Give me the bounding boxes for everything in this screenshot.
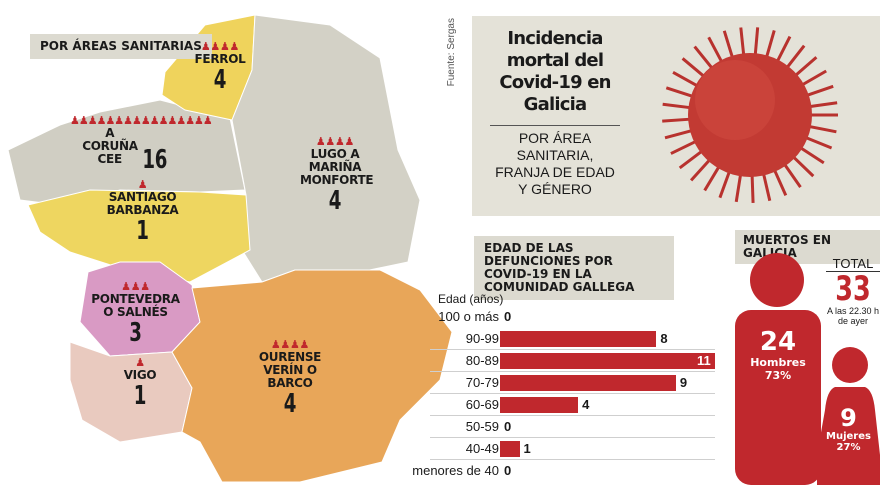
virus-spike — [662, 117, 691, 123]
chart-title: EDAD DE LAS DEFUNCIONES POR COVID-19 EN … — [474, 236, 674, 300]
category-label: 50-59 — [465, 419, 499, 434]
virus-spike — [806, 84, 834, 97]
virus-spike — [792, 155, 815, 178]
area-label-coruna: ♟♟♟♟♟♟♟♟♟♟♟♟♟♟♟♟ A CORUÑA CEE 16 — [70, 114, 213, 175]
virus-spike — [799, 146, 825, 165]
bar — [500, 331, 657, 347]
virus-icon — [662, 27, 838, 203]
category-label: menores de 40 — [412, 463, 499, 478]
virus-spike — [664, 129, 693, 140]
virus-spike — [707, 36, 724, 63]
virus-spike — [775, 35, 792, 63]
map-title: POR ÁREAS SANITARIAS — [30, 34, 212, 59]
subtitle: POR ÁREA SANITARIA, FRANJA DE EDAD Y GÉN… — [490, 125, 620, 198]
woman-head — [832, 347, 868, 383]
person-icons: ♟♟♟♟ — [315, 135, 355, 148]
area-ourense — [171, 269, 453, 483]
category-label: 40-49 — [465, 441, 499, 456]
source-note: Fuente: Sergas — [446, 18, 457, 87]
virus-spike — [753, 27, 760, 56]
virus-spike — [783, 163, 802, 188]
value-label: 8 — [660, 331, 668, 346]
virus-spike — [670, 139, 697, 155]
value-label: 4 — [582, 397, 590, 412]
area-label-pontevedra: ♟♟♟ PONTEVEDRA O SALNÉS 3 — [88, 280, 183, 347]
person-icons: ♟ — [135, 356, 145, 369]
bar — [500, 375, 676, 391]
category-label: 60-69 — [465, 397, 499, 412]
virus-spike — [785, 44, 806, 69]
virus-spike — [681, 57, 706, 78]
area-label-vigo: ♟ VIGO 1 — [115, 356, 165, 410]
area-santiago — [27, 189, 251, 283]
value-label: 9 — [679, 375, 688, 390]
virus-spike — [693, 45, 714, 70]
chart-row: 40-49 1 — [430, 438, 715, 460]
y-axis-label: Edad (años) — [438, 292, 504, 306]
main-title: Incidencia mortal del Covid-19 en Galici… — [499, 28, 611, 115]
area-label-santiago: ♟ SANTIAGO BARBANZA 1 — [100, 178, 185, 245]
galicia-map — [7, 14, 453, 483]
chart-row: 60-69 4 — [430, 394, 715, 416]
person-icons: ♟ — [137, 178, 148, 191]
area-label-ferrol: ♟♟♟♟ FERROL 4 — [190, 40, 250, 94]
women-stat: 9 Mujeres 27% — [826, 404, 871, 453]
virus-spike — [734, 174, 743, 203]
total-block: TOTAL 33 A las 22.30 h de ayer — [826, 256, 880, 326]
men-stat: 24 Hombres 73% — [750, 327, 806, 382]
man-head — [750, 253, 804, 307]
value-label: 11 — [697, 353, 711, 368]
virus-spike — [722, 30, 734, 59]
person-icons: ♟♟♟ — [121, 280, 150, 293]
virus-spike — [672, 71, 699, 88]
value-label: 1 — [523, 441, 531, 456]
virus-spike — [794, 56, 818, 77]
chart-row: 90-99 8 — [430, 328, 715, 350]
virus-spike — [773, 169, 788, 197]
chart-row: menores de 40 0 — [412, 460, 715, 482]
man-body — [735, 310, 821, 485]
virus-spike — [662, 102, 691, 110]
chart-row: 100 o más 0 — [430, 306, 715, 328]
category-label: 70-79 — [465, 375, 499, 390]
area-label-ourense: ♟♟♟♟ OURENSE VERÍN O BARCO 4 — [255, 338, 325, 418]
virus-spike — [739, 27, 746, 56]
bar — [500, 353, 715, 369]
virus-spike — [665, 86, 694, 98]
bar — [500, 397, 579, 413]
bar — [500, 441, 520, 457]
virus-spike — [801, 69, 827, 87]
virus-spike — [750, 174, 755, 203]
category-label: 90-99 — [465, 331, 499, 346]
gender-title: MUERTOS EN GALICIA — [735, 230, 880, 264]
gender-figures — [735, 253, 880, 485]
area-label-lugo: ♟♟♟♟ LUGO A MARIÑA MONFORTE 4 — [300, 135, 374, 216]
chart-row: 80-89 11 — [430, 350, 715, 372]
person-icons: ♟♟♟♟♟♟♟♟♟♟♟♟♟♟♟♟ — [70, 114, 213, 127]
virus-spike — [805, 136, 833, 150]
chart-row: 70-79 9 — [430, 372, 715, 394]
virus-spike — [808, 124, 837, 134]
virus-spike — [718, 170, 731, 199]
person-icons: ♟♟♟♟ — [200, 40, 240, 53]
virus-spike — [762, 173, 772, 202]
value-label: 0 — [504, 309, 512, 324]
person-icons: ♟♟♟♟ — [270, 338, 310, 351]
value-label: 0 — [504, 419, 512, 434]
value-label: 0 — [504, 463, 512, 478]
category-label: 100 o más — [438, 309, 499, 324]
virus-spike — [809, 101, 838, 109]
chart-row: 50-59 0 — [430, 416, 715, 438]
virus-spike — [678, 149, 703, 170]
woman-body — [817, 387, 880, 485]
virus-spike — [765, 29, 776, 58]
virus-spike — [690, 158, 711, 182]
virus-spike — [703, 165, 721, 192]
category-label: 80-89 — [465, 353, 499, 368]
